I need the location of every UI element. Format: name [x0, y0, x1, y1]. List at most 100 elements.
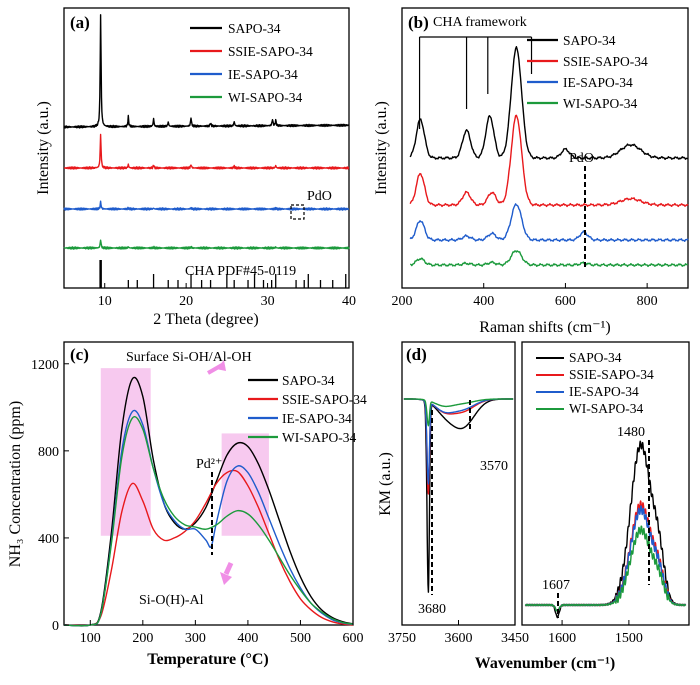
annotation-si-oh-al: Si-O(H)-Al [139, 593, 204, 608]
axes-frame-d-right [521, 341, 690, 626]
series-group-d [403, 398, 687, 619]
x-axis-label-a: 2 Theta (degree) [153, 311, 258, 328]
pdo-box-a [290, 204, 305, 220]
series-line-c-wi-sapo-34 [63, 416, 354, 627]
series-line-c-ssie-sapo-34 [63, 469, 354, 627]
legend-label-d: SSIE-SAPO-34 [569, 367, 654, 382]
arrow-si-oh-al [223, 561, 234, 576]
x-tick-label-b: 600 [555, 294, 576, 309]
annotation-3570: 3570 [480, 459, 508, 474]
axes-frame-d-left [401, 341, 516, 626]
series-group-a [63, 14, 350, 250]
series-line-a-ssie-sapo-34 [63, 133, 350, 170]
legend-b: SAPO-34 SSIE-SAPO-34 IE-SAPO-34 WI-SAPO-34 [527, 33, 648, 111]
series-line-a-wi-sapo-34 [63, 239, 350, 250]
series-line-b-ssie-sapo-34 [409, 114, 689, 208]
legend-label-d: WI-SAPO-34 [569, 401, 643, 416]
annotation-pdo-a: PdO [307, 189, 332, 204]
cha-framework-bracket [418, 36, 533, 129]
axes-frame-a [63, 7, 350, 289]
legend-label-c: IE-SAPO-34 [282, 411, 352, 426]
annotation-surface-oh: Surface Si-OH/Al-OH [126, 350, 252, 365]
x-tick-label-c: 400 [237, 631, 258, 646]
x-tick-label-c: 600 [343, 631, 364, 646]
x-tick-label-c: 500 [290, 631, 311, 646]
series-line-d-left-ssie-sapo-34 [403, 398, 514, 495]
annotation-pdo-b: PdO [569, 151, 594, 166]
annotation-pd2plus: Pd²⁺ [196, 457, 222, 472]
panel-label-a: (a) [70, 13, 90, 32]
x-tick-label-c: 100 [80, 631, 101, 646]
highlight-regions-c [100, 368, 269, 536]
legend-label-a: SSIE-SAPO-34 [228, 44, 313, 59]
panel-label-d: (d) [406, 345, 427, 364]
y-axis-label-d: KM (a.u.) [377, 452, 394, 516]
x-tick-label-a: 10 [98, 294, 112, 309]
panel-a: (a) 10 20 30 40 PdO CHA PDF#45-0119 2 Theta… [35, 7, 356, 328]
series-group-c [63, 376, 354, 627]
legend-label-c: SAPO-34 [282, 373, 335, 388]
x-axis-label-c: Temperature (°C) [147, 651, 268, 668]
highlight-surface-oh [100, 368, 151, 536]
x-tick-label-a: 20 [179, 294, 193, 309]
x-tick-label-d-left: 3600 [445, 631, 473, 646]
x-ticks-a: 10 20 30 40 [98, 283, 356, 309]
panel-c: (c) 100 200 300 400 500 600 0 400 800 1200 Surfac… [7, 341, 367, 668]
legend-label-c: WI-SAPO-34 [282, 430, 356, 445]
y-tick-label-c: 400 [38, 532, 59, 547]
legend-a: SAPO-34 SSIE-SAPO-34 IE-SAPO-34 WI-SAPO-34 [190, 21, 313, 105]
y-axis-label-c: NH₃ Concentration (ppm) [7, 401, 24, 567]
annotation-cha-framework: CHA framework [433, 15, 527, 30]
x-ticks-b: 200 400 600 800 [392, 283, 658, 309]
legend-label-b: IE-SAPO-34 [563, 75, 633, 90]
panel-label-b: (b) [408, 13, 429, 32]
legend-label-b: WI-SAPO-34 [563, 96, 637, 111]
series-line-d-left-wi-sapo-34 [403, 398, 514, 427]
series-line-b-ie-sapo-34 [409, 203, 689, 242]
series-line-a-sapo-34 [63, 14, 350, 129]
panel-d: (d) 3570 3680 1607 1480 3750 3600 3450 1600… [377, 341, 690, 672]
series-line-a-ie-sapo-34 [63, 200, 350, 211]
legend-label-d: IE-SAPO-34 [569, 384, 639, 399]
legend-label-a: WI-SAPO-34 [228, 90, 302, 105]
x-tick-label-a: 40 [342, 294, 356, 309]
highlight-si-oh-al [221, 433, 269, 536]
legend-label-d: SAPO-34 [569, 350, 622, 365]
series-group-b [409, 46, 689, 268]
x-tick-label-a: 30 [261, 294, 275, 309]
series-line-d-left-sapo-34 [403, 398, 514, 593]
legend-label-c: SSIE-SAPO-34 [282, 392, 367, 407]
axes-frame-c [63, 341, 354, 626]
y-tick-label-c: 0 [52, 619, 59, 634]
reference-peaks-a [99, 260, 347, 288]
legend-label-a: IE-SAPO-34 [228, 67, 298, 82]
annotation-3680: 3680 [418, 602, 446, 617]
series-line-b-sapo-34 [409, 46, 688, 160]
legend-d: SAPO-34 SSIE-SAPO-34 IE-SAPO-34 WI-SAPO-34 [536, 350, 654, 416]
y-axis-label-b: Intensity (a.u.) [373, 101, 390, 195]
annotation-1607: 1607 [542, 578, 570, 593]
series-line-d-right-ie-sapo-34 [524, 505, 686, 612]
annotation-1480: 1480 [617, 425, 645, 440]
y-axis-label-a: Intensity (a.u.) [35, 101, 52, 195]
series-line-d-right-ssie-sapo-34 [524, 500, 687, 613]
y-tick-label-c: 1200 [31, 358, 59, 373]
series-line-b-wi-sapo-34 [409, 250, 689, 268]
x-tick-label-b: 400 [473, 294, 494, 309]
panel-b: (b) CHA framework PdO 200 400 600 800 Raman… [373, 7, 689, 336]
x-tick-label-d-right: 1600 [548, 631, 576, 646]
y-tick-label-c: 800 [38, 445, 59, 460]
annotation-cha-pdf: CHA PDF#45-0119 [185, 264, 296, 279]
legend-label-b: SAPO-34 [563, 33, 616, 48]
series-line-d-right-wi-sapo-34 [524, 525, 687, 612]
x-tick-label-d-left: 3750 [388, 631, 416, 646]
legend-c: SAPO-34 SSIE-SAPO-34 IE-SAPO-34 WI-SAPO-34 [248, 373, 367, 445]
x-axis-label-b: Raman shifts (cm⁻¹) [479, 319, 610, 336]
x-tick-label-c: 300 [185, 631, 206, 646]
legend-label-a: SAPO-34 [228, 21, 281, 36]
x-tick-label-d-left: 3450 [501, 631, 529, 646]
arrowhead-si-oh-al [220, 572, 232, 585]
axes-frame-b [401, 7, 689, 289]
x-tick-label-c: 200 [132, 631, 153, 646]
